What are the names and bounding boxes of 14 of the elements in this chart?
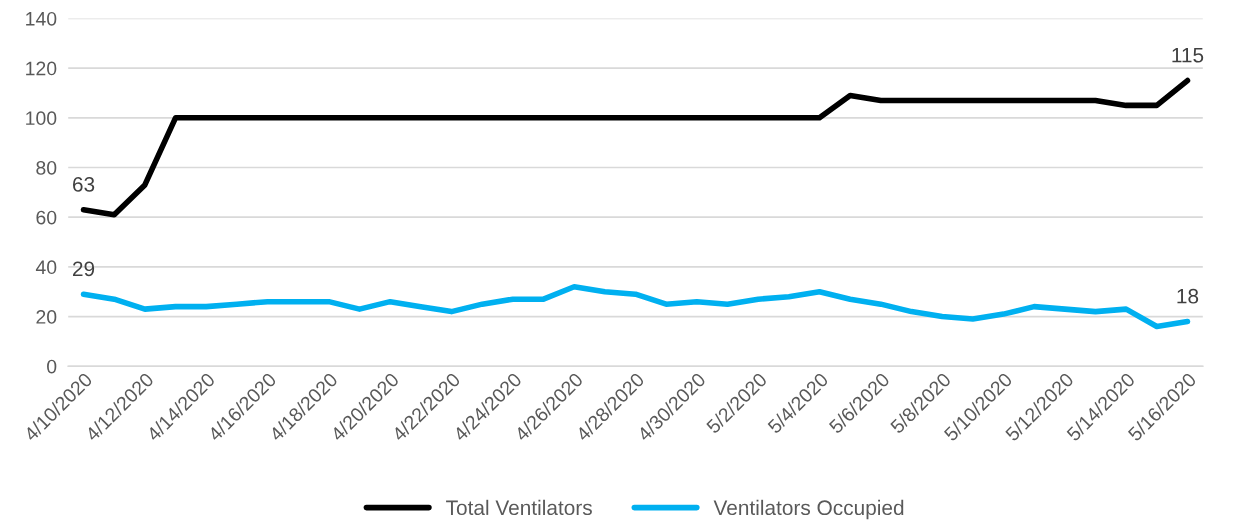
y-tick-label: 60 (36, 210, 57, 225)
data-label: 18 (1177, 288, 1199, 304)
data-label: 63 (73, 176, 95, 192)
y-tick-label: 140 (26, 11, 57, 26)
y-tick-label: 0 (47, 359, 57, 374)
y-tick-label: 20 (36, 310, 57, 324)
data-label: 29 (73, 261, 95, 277)
legend-label: Total Ventilators (446, 499, 592, 516)
y-tick-label: 100 (26, 111, 57, 126)
legend-label: Ventilators Occupied (713, 499, 904, 520)
y-tick-label: 80 (36, 160, 57, 175)
y-tick-label: 40 (35, 260, 57, 275)
data-label: 115 (1172, 48, 1204, 63)
y-tick-label: 120 (26, 61, 57, 76)
